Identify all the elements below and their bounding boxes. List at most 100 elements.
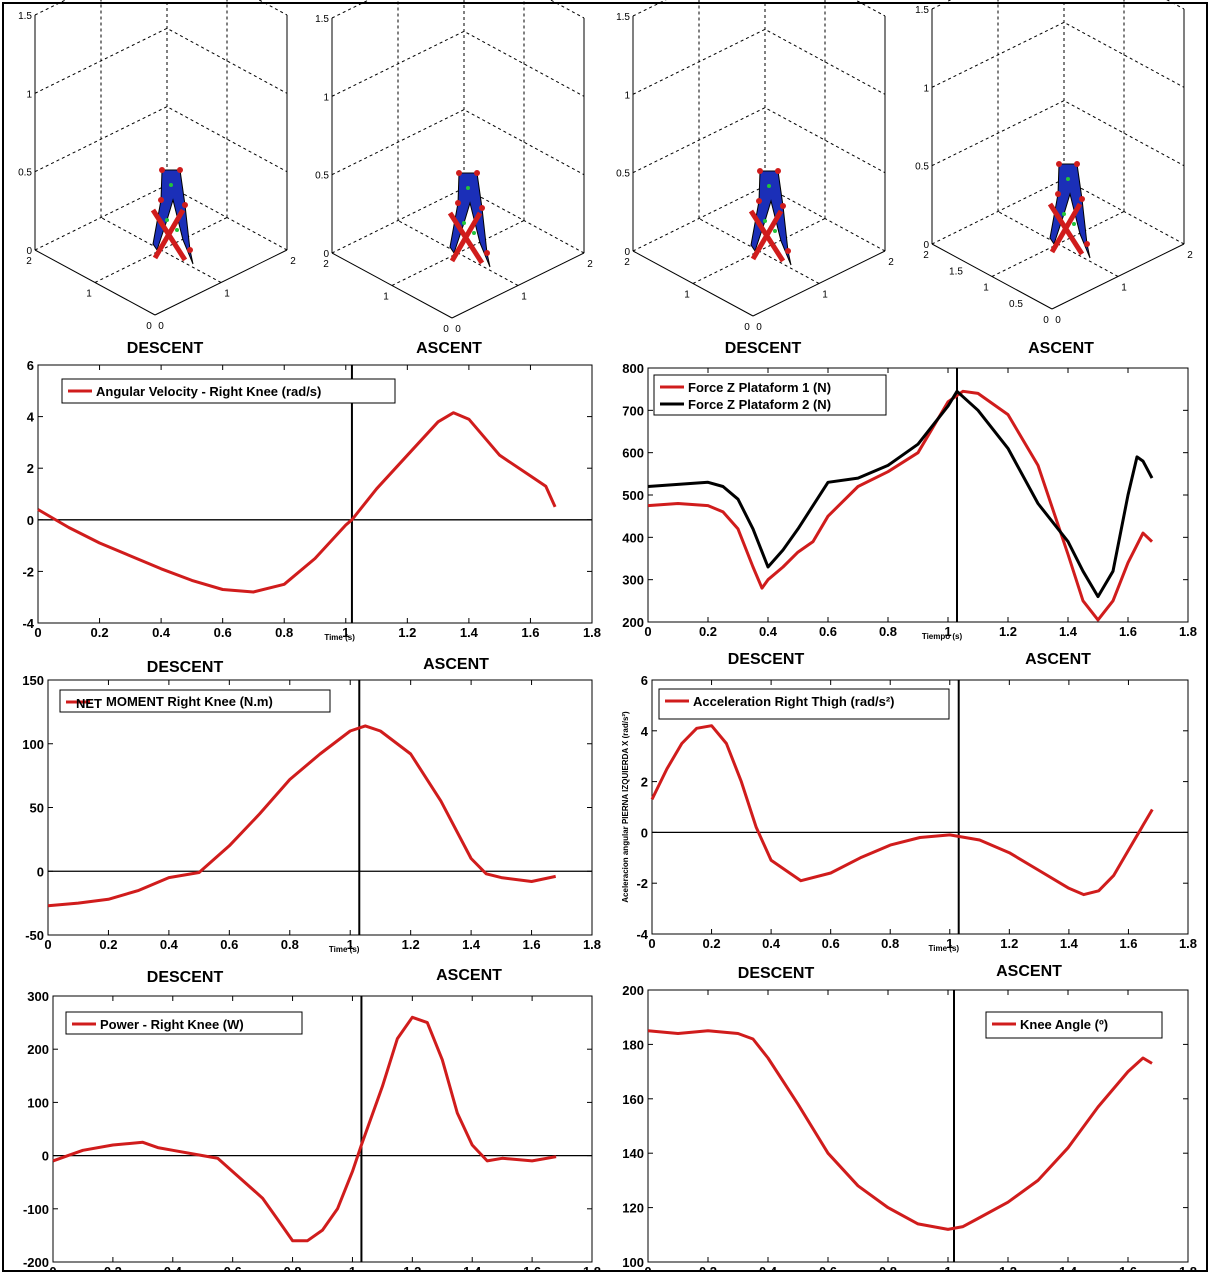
series-line-1	[37, 411, 557, 594]
y-tick-label: 200	[622, 615, 644, 630]
y-axis-label: Aceleracion angular PIERNA IZQUIERDA X (…	[621, 711, 630, 903]
x-tick-label: 0.8	[881, 936, 899, 951]
x-axis-label: Time (s)	[329, 945, 360, 954]
y-tick-label: -4	[22, 616, 34, 631]
x-tick-label: 0.6	[220, 937, 238, 952]
skeleton-joint	[1079, 196, 1085, 202]
y-tick-label: 0	[42, 1149, 49, 1164]
y-tick-label: 300	[27, 989, 49, 1004]
phase-label: DESCENT	[127, 340, 204, 357]
y-tick-label: 150	[22, 673, 44, 688]
skeleton-joint	[484, 250, 490, 256]
skeleton-joint	[1055, 191, 1061, 197]
x-tick-label: 1.6	[523, 937, 541, 952]
x-tick-label: 0.6	[224, 1264, 242, 1272]
skeleton-marker	[1062, 212, 1066, 216]
legend-label: Knee Angle (º)	[1020, 1017, 1108, 1032]
y-tick-label: 120	[622, 1201, 644, 1216]
z-tick-label: 1	[923, 83, 929, 94]
y-tick-label: 2	[641, 775, 648, 790]
x-tick-label: 1.8	[583, 1264, 601, 1272]
x-axis-label: Time (s)	[324, 633, 355, 642]
x-tick-label: 1.4	[1059, 1264, 1078, 1272]
x-tick-label: 0.6	[214, 625, 232, 640]
legend-label: MOMENT Right Knee (N.m)	[106, 694, 273, 709]
series-line-1	[650, 724, 1154, 897]
x-tick-label: 1	[822, 290, 828, 301]
x-tick-label: 1.4	[1060, 936, 1079, 951]
y-tick-label: -50	[25, 928, 44, 943]
y-tick-label: 0	[443, 324, 449, 335]
x-tick-label: 0.2	[699, 624, 717, 639]
phase-label: ASCENT	[416, 340, 482, 357]
x-tick-label: 1.6	[523, 1264, 541, 1272]
skeleton-red-segment	[449, 211, 483, 263]
series-line-1	[647, 389, 1154, 622]
z-tick-label: 0	[26, 246, 32, 257]
x-tick-label: 1.6	[521, 625, 539, 640]
chart-1: 0 0.2 0.4 0.6 0.8 1 1.2 1.4 1.6 1.8 -4 -2 0 2 4 6 Time (…	[22, 358, 601, 676]
x-tick-label: 1.6	[1119, 624, 1137, 639]
x-tick-label: 0.4	[759, 1264, 778, 1272]
x-tick-label: 1.2	[999, 624, 1017, 639]
y-tick-label: 0.5	[1009, 299, 1023, 310]
skeleton-joint	[474, 170, 480, 176]
y-tick-label: 0	[641, 825, 648, 840]
legend-label: Power - Right Knee (W)	[100, 1017, 244, 1032]
x-tick-label: 1.4	[1059, 624, 1078, 639]
skeleton-red-segment	[1049, 202, 1083, 254]
x-axis-label: Time (s)	[929, 944, 960, 953]
wall-grid-line	[931, 21, 1185, 88]
legend-label: Angular Velocity - Right Knee (rad/s)	[96, 384, 321, 399]
x-tick-label: 1.2	[402, 937, 420, 952]
x-axis-label: Tiempo (s)	[922, 632, 963, 641]
skeleton-marker	[466, 186, 470, 190]
z-tick-label: 0.5	[915, 162, 929, 173]
x-tick-label: 0.6	[822, 936, 840, 951]
skeleton-joint	[159, 167, 165, 173]
legend-box	[65, 1011, 303, 1035]
x-tick-label: 0	[644, 624, 651, 639]
phase-label: ASCENT	[436, 967, 502, 984]
x-tick-label: 1.2	[1000, 936, 1018, 951]
chart-5: 0 0.2 0.4 0.6 0.8 1 1.2 1.4 1.6 1.8 -200 -100 0 100 20…	[23, 989, 601, 1272]
skeleton-joint	[177, 167, 183, 173]
legend-label: Acceleration Right Thigh (rad/s²)	[693, 694, 895, 709]
x-tick-label: 1.4	[463, 1264, 482, 1272]
x-tick-label: 0.8	[879, 1264, 897, 1272]
series-line-2	[647, 389, 1154, 599]
plot-frame	[47, 679, 593, 936]
z-tick-label: 0	[624, 247, 630, 258]
y-tick-label: 2	[923, 250, 929, 261]
x-tick-label: 2	[290, 256, 296, 267]
y-tick-label: 200	[622, 983, 644, 998]
x-tick-label: 1	[944, 1264, 951, 1272]
x-tick-label: 0.2	[703, 936, 721, 951]
wall-grid-line	[331, 0, 585, 19]
skeleton-joint	[479, 205, 485, 211]
plot-frame	[37, 364, 593, 624]
y-tick-label: -2	[22, 564, 34, 579]
x-tick-label: 1.8	[583, 937, 601, 952]
x-tick-label: 2	[888, 257, 894, 268]
wall-grid-line	[632, 0, 886, 17]
y-tick-label: 2	[27, 461, 34, 476]
x-tick-label: 1	[342, 625, 349, 640]
legend: Knee Angle (º)	[985, 1011, 1163, 1039]
y-tick-label: 2	[323, 259, 329, 270]
x-tick-label: 0	[1055, 315, 1061, 326]
wall-grid-line	[931, 0, 1185, 10]
y-tick-label: 0	[146, 321, 152, 332]
x-tick-label: 1	[224, 289, 230, 300]
phase-label: ASCENT	[996, 963, 1062, 980]
skeleton-joint	[757, 168, 763, 174]
wall-grid-line	[632, 107, 886, 174]
skeleton-joint	[456, 170, 462, 176]
x-tick-label: 0.4	[164, 1264, 183, 1272]
skeleton-joint	[158, 197, 164, 203]
y-tick-label: 1	[684, 290, 690, 301]
skeleton-marker	[1072, 222, 1076, 226]
x-tick-label: 0.8	[281, 937, 299, 952]
